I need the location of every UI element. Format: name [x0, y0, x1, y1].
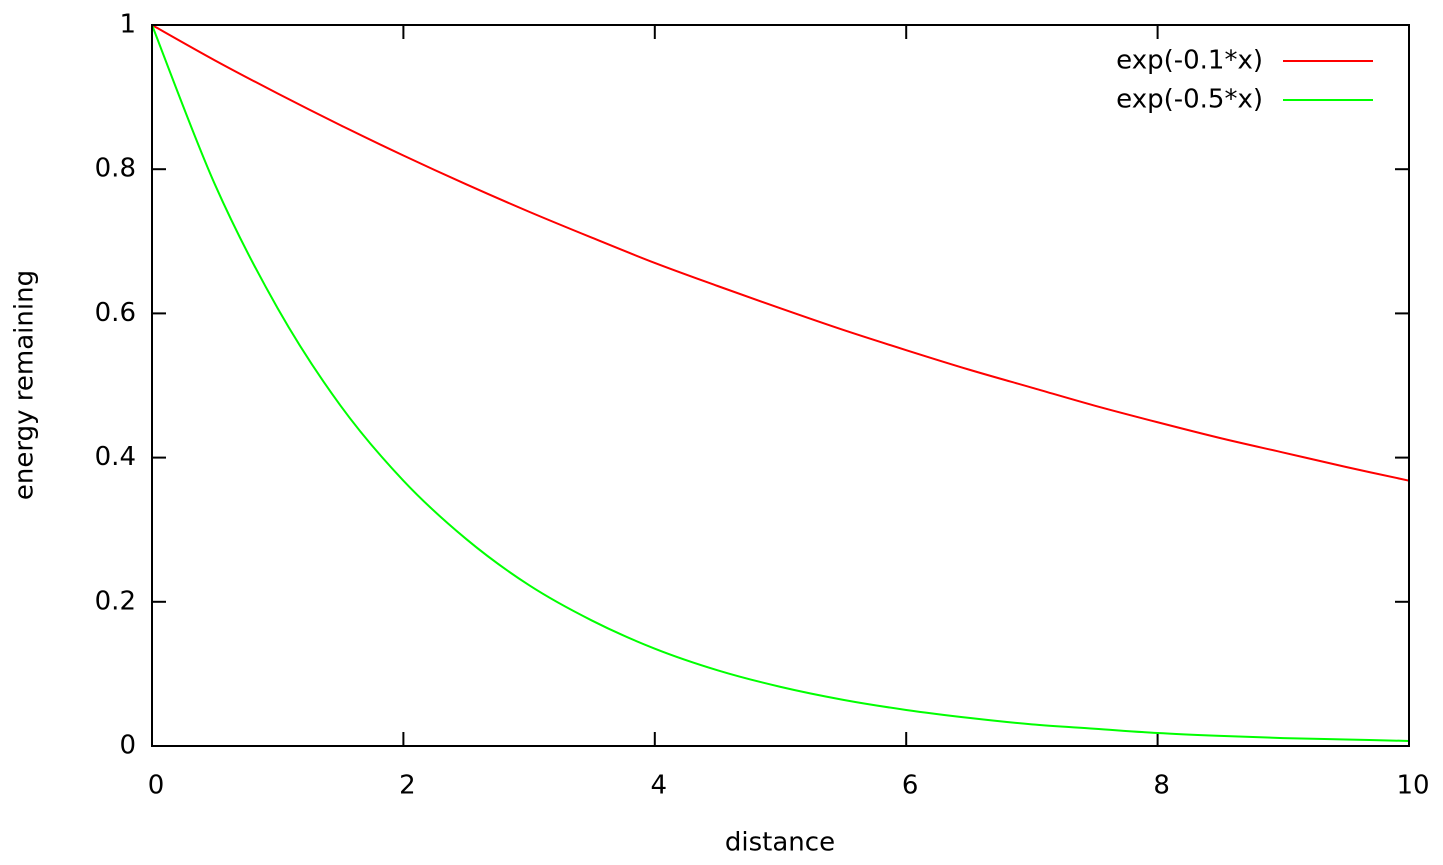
x-tick-label: 0 [148, 771, 165, 801]
x-tick-label: 4 [651, 771, 668, 801]
y-tick-label: 0.4 [95, 442, 136, 472]
y-tick-label: 0 [119, 731, 136, 761]
y-tick-label: 0.2 [95, 586, 136, 616]
x-tick-label: 2 [399, 771, 416, 801]
legend-label: exp(-0.1*x) [1116, 46, 1263, 76]
x-tick-label: 6 [902, 771, 919, 801]
series-line [151, 24, 1410, 742]
x-tick-label: 10 [1396, 771, 1429, 801]
y-tick-label: 0.6 [95, 298, 136, 328]
x-axis-label: distance [725, 828, 835, 858]
y-tick-label: 0.8 [95, 154, 136, 184]
legend-label: exp(-0.5*x) [1116, 85, 1263, 115]
plot-frame [151, 24, 1410, 747]
y-axis-label: energy remaining [10, 270, 40, 500]
y-tick-label: 1 [119, 10, 136, 40]
series-line [151, 24, 1410, 482]
x-tick-label: 8 [1153, 771, 1170, 801]
